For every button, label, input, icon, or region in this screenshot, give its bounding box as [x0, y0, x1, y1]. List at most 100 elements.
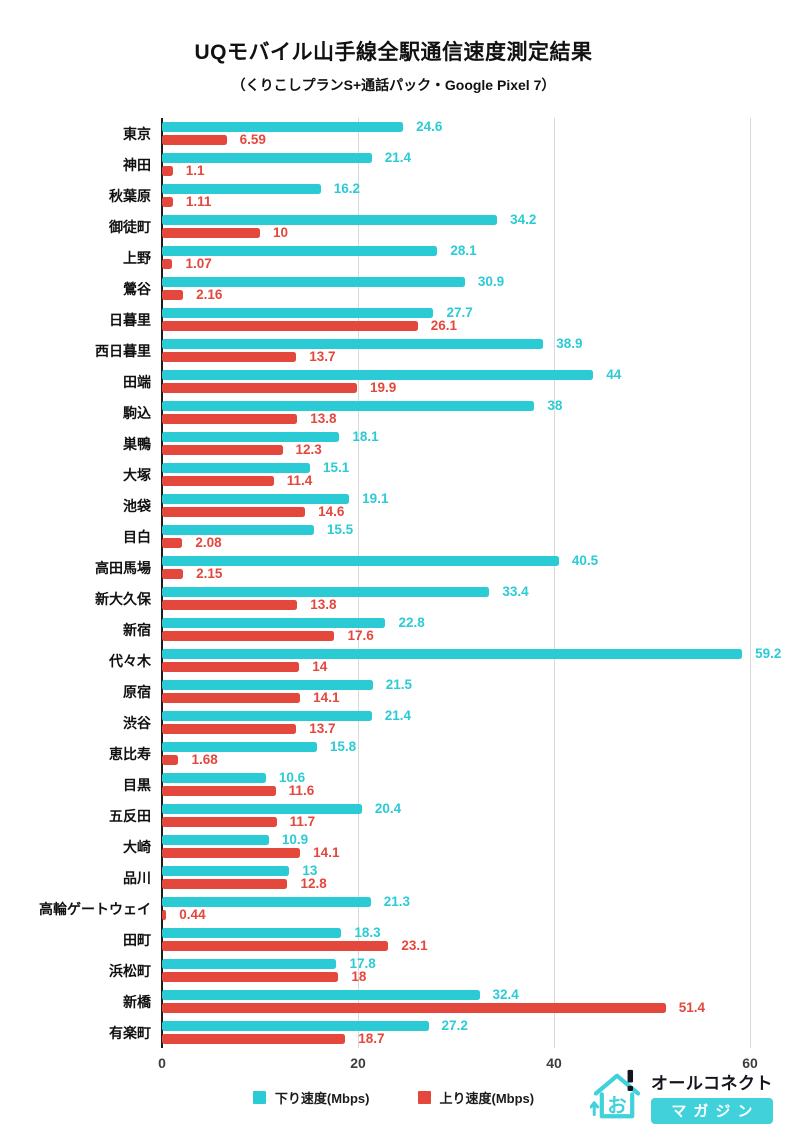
station-label: 五反田	[109, 807, 151, 824]
station-row: 浜松町 17.8 18	[0, 955, 787, 986]
bar-line-upload: 0.44	[162, 908, 750, 921]
house-o-icon: お	[589, 1069, 641, 1119]
upload-bar	[162, 848, 301, 858]
download-bar	[162, 556, 559, 566]
station-bars: 34.2 10	[162, 211, 750, 242]
x-tick-label: 20	[350, 1055, 366, 1071]
station-bars: 20.4 11.7	[162, 800, 750, 831]
all-connect-logo: お オールコネクト マガジン	[589, 1068, 773, 1124]
download-value-label: 17.8	[349, 956, 376, 972]
bar-line-download: 17.8	[162, 956, 750, 972]
download-value-label: 38	[547, 398, 563, 414]
download-bar	[162, 897, 371, 907]
bar-line-upload: 51.4	[162, 1001, 750, 1014]
station-label: 恵比寿	[109, 745, 151, 762]
station-row: 新橋 32.4 51.4	[0, 986, 787, 1017]
bar-line-download: 18.1	[162, 429, 750, 445]
upload-bar	[162, 228, 260, 238]
download-value-label: 21.5	[385, 677, 412, 693]
download-value-label: 18.1	[352, 429, 379, 445]
download-bar	[162, 680, 373, 690]
upload-bar	[162, 321, 418, 331]
station-bars: 33.4 13.8	[162, 583, 750, 614]
gridline	[554, 118, 555, 1048]
station-row: 品川 13 12.8	[0, 862, 787, 893]
download-bar	[162, 525, 314, 535]
legend-item-upload: 上り速度(Mbps)	[417, 1088, 534, 1107]
upload-bar	[162, 414, 298, 424]
x-tick-label: 40	[546, 1055, 562, 1071]
upload-bar	[162, 197, 173, 207]
upload-bar	[162, 259, 173, 269]
station-label: 上野	[123, 249, 151, 266]
upload-value-label: 17.6	[347, 628, 374, 644]
station-bars: 15.1 11.4	[162, 459, 750, 490]
bar-line-upload: 1.07	[162, 257, 750, 270]
bar-line-upload: 11.6	[162, 784, 750, 797]
upload-bar	[162, 972, 339, 982]
station-label: 有楽町	[109, 1024, 151, 1041]
bar-line-upload: 13.8	[162, 598, 750, 611]
bar-line-upload: 18	[162, 969, 750, 985]
station-row: 巣鴨 18.1 12.3	[0, 428, 787, 459]
download-bar	[162, 401, 535, 411]
bar-chart: 東京 24.6 6.59 神田 21.4 1.1 秋葉原 16.2 1.11 御徒町 34.2 10 上…	[0, 118, 787, 1076]
download-bar	[162, 711, 372, 721]
download-bar	[162, 370, 594, 380]
upload-bar	[162, 135, 227, 145]
x-tick-label: 60	[742, 1055, 758, 1071]
station-row: 新大久保 33.4 13.8	[0, 583, 787, 614]
download-bar	[162, 494, 350, 504]
station-label: 東京	[123, 125, 151, 142]
station-bars: 19.1 14.6	[162, 490, 750, 521]
upload-bar	[162, 538, 183, 548]
upload-value-label: 1.11	[185, 194, 212, 210]
station-row: 恵比寿 15.8 1.68	[0, 738, 787, 769]
station-bars: 18.1 12.3	[162, 428, 750, 459]
upload-value-label: 12.8	[300, 876, 327, 892]
gridline	[750, 118, 751, 1048]
upload-value-label: 11.7	[289, 814, 316, 830]
bar-line-upload: 19.9	[162, 381, 750, 394]
station-bars: 15.5 2.08	[162, 521, 750, 552]
download-value-label: 19.1	[362, 491, 389, 507]
station-bars: 32.4 51.4	[162, 986, 750, 1017]
download-value-label: 22.8	[398, 615, 425, 631]
upload-value-label: 14.1	[313, 845, 340, 861]
upload-value-label: 18	[351, 969, 367, 985]
station-label: 目黒	[123, 776, 151, 793]
station-bars: 40.5 2.15	[162, 552, 750, 583]
bar-line-download: 16.2	[162, 182, 750, 195]
upload-bar	[162, 941, 389, 951]
station-label: 新橋	[123, 993, 151, 1010]
bar-line-download: 24.6	[162, 120, 750, 133]
upload-bar	[162, 724, 297, 734]
download-value-label: 20.4	[374, 801, 402, 817]
station-bars: 59.2 14	[162, 645, 781, 676]
bar-line-upload: 26.1	[162, 319, 750, 332]
station-row: 大塚 15.1 11.4	[0, 459, 787, 490]
upload-value-label: 14.1	[313, 690, 340, 706]
upload-bar	[162, 445, 283, 455]
bar-line-upload: 11.7	[162, 814, 750, 830]
upload-value-label: 1.1	[185, 163, 205, 179]
download-value-label: 27.7	[446, 305, 473, 321]
station-bars: 44 19.9	[162, 366, 750, 397]
station-row: 代々木 59.2 14	[0, 645, 787, 676]
download-value-label: 33.4	[502, 584, 529, 600]
upload-bar	[162, 755, 179, 765]
upload-value-label: 13.7	[309, 349, 336, 365]
bar-line-upload: 13.8	[162, 412, 750, 425]
station-label: 駒込	[123, 404, 151, 421]
download-bar	[162, 742, 317, 752]
station-label: 鶯谷	[123, 280, 151, 297]
download-bar	[162, 122, 404, 132]
bar-line-upload: 6.59	[162, 133, 750, 146]
station-row: 鶯谷 30.9 2.16	[0, 273, 787, 304]
station-label: 西日暮里	[95, 342, 151, 359]
station-row: 秋葉原 16.2 1.11	[0, 180, 787, 211]
upload-bar	[162, 507, 306, 517]
station-row: 目黒 10.6 11.6	[0, 769, 787, 800]
station-bars: 16.2 1.11	[162, 180, 750, 211]
